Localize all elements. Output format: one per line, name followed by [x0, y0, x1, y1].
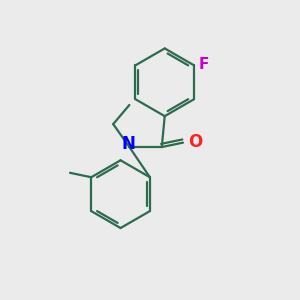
Text: O: O [188, 133, 202, 151]
Text: N: N [122, 134, 136, 152]
Text: F: F [199, 57, 209, 72]
